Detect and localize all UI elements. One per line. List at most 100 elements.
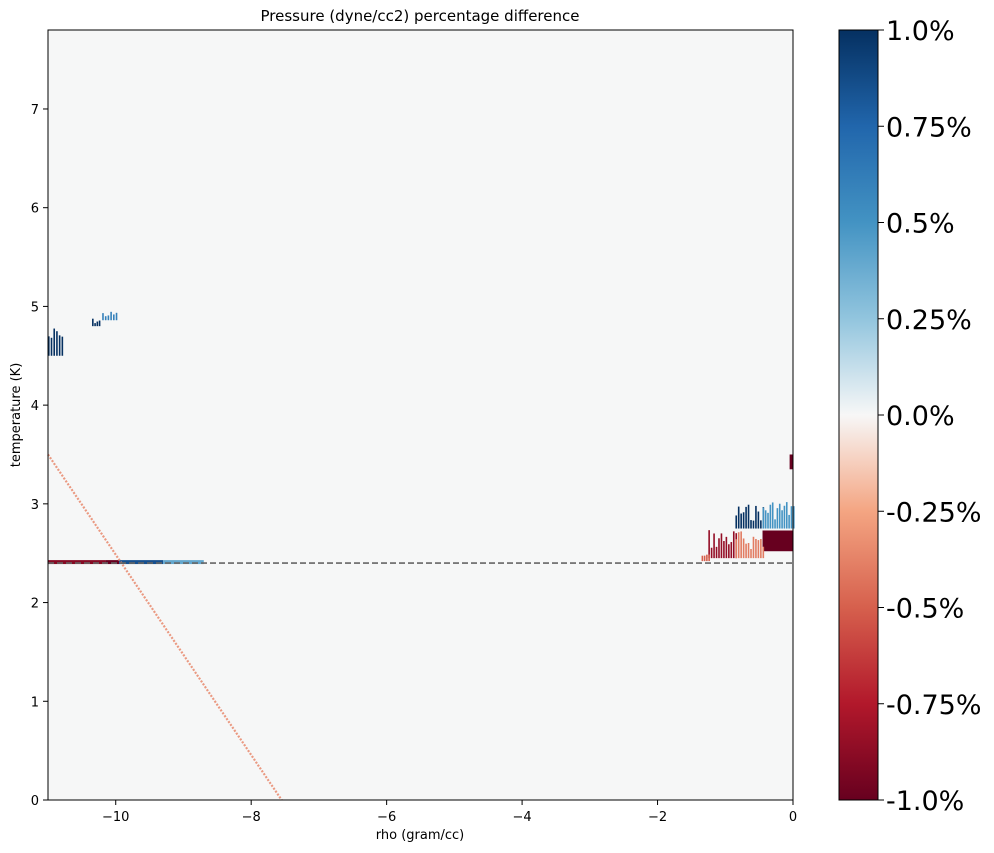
spike [762,507,765,529]
spike-cluster-10 [762,502,795,529]
spike [48,336,50,356]
plot-frame [47,29,794,801]
spike [110,311,112,321]
spike [730,542,733,559]
colorbar-tick-label: -0.5% [886,594,964,625]
spike [720,533,723,559]
spike [735,515,738,529]
spike [771,502,774,529]
spike [104,316,107,321]
spike-cluster-6 [92,318,101,327]
colorbar-tick-label: -0.75% [886,690,982,721]
band-2 [119,560,164,565]
spike [745,543,747,559]
spike [113,314,115,321]
spike [755,505,757,529]
y-tick-label: 1 [31,695,39,710]
spike [708,530,710,559]
spike [96,321,99,327]
y-tick-label: 6 [31,202,39,217]
spike [781,510,783,529]
spike [115,312,118,321]
spike [710,547,713,559]
spike [764,510,767,529]
colorbar-tick-label: 0.25% [886,305,972,336]
spike [723,541,725,559]
colorbar-tick-label: -1.0% [886,786,964,817]
spike [752,536,755,559]
y-tick-label: 4 [31,399,39,414]
spike [747,504,750,529]
x-tick-label: −6 [377,810,396,825]
spike [735,539,738,559]
spike [701,555,704,562]
x-tick-label: −8 [242,810,261,825]
colorbar-tick-label: 0.0% [886,401,955,432]
spike [740,513,742,529]
band-3 [163,560,204,565]
x-tick-label: −2 [648,810,667,825]
spike [715,546,718,559]
spike [53,328,56,356]
spike [728,544,730,559]
spike [56,331,58,356]
spike [783,505,786,529]
spike [774,519,776,529]
colorbar-ticks: 1.0% 0.75% 0.5% 0.25% 0.0% -0.25% -0.5% -0.75% -… [878,16,982,817]
spike [708,554,710,562]
spike [737,532,740,559]
spike [769,504,772,529]
x-tick-label: −4 [513,810,532,825]
spike [94,323,96,327]
spike [760,520,762,529]
spike [50,337,53,356]
x-axis-ticks: −10 −8 −6 −4 −2 0 [102,800,797,825]
patch-11 [762,530,793,552]
y-tick-label: 5 [31,300,39,315]
spike [713,533,715,559]
band-0 [48,560,106,565]
spike [58,335,61,356]
spike [732,531,735,559]
spike [718,538,720,559]
colorbar: 1.0% 0.75% 0.5% 0.25% 0.0% -0.25% -0.5% -0.75% -… [838,16,982,817]
spike [61,336,64,356]
plot-area [47,29,795,801]
spike [785,502,788,529]
spike [742,512,745,529]
heatmap-features [47,311,795,801]
spike [757,540,760,559]
spike [788,514,790,529]
spike [790,506,793,529]
diagonal-streak [47,453,283,801]
colorbar-gradient [838,29,879,801]
spike [778,503,781,529]
spike [725,536,728,559]
spike [767,512,769,529]
spike-cluster-14 [701,554,710,562]
y-tick-label: 2 [31,597,39,612]
spike [703,555,706,562]
band-1 [105,560,120,565]
spike-cluster-5 [48,328,64,356]
spike [793,506,795,529]
spike [92,318,94,327]
spike [776,508,779,529]
spike [107,315,110,321]
spike-cluster-13 [735,531,765,559]
y-tick-label: 3 [31,498,39,513]
x-axis-label: rho (gram/cc) [376,828,465,843]
spike [757,511,760,529]
patch-8 [789,454,793,470]
spike [706,554,708,562]
heatmap-background [48,30,793,800]
spike [755,538,757,559]
colorbar-tick-label: 0.5% [886,209,955,240]
spike [750,520,752,529]
spike [762,546,765,559]
spike [742,538,745,559]
spike-cluster-7 [102,311,118,321]
spike [750,548,752,559]
spike [102,313,104,321]
